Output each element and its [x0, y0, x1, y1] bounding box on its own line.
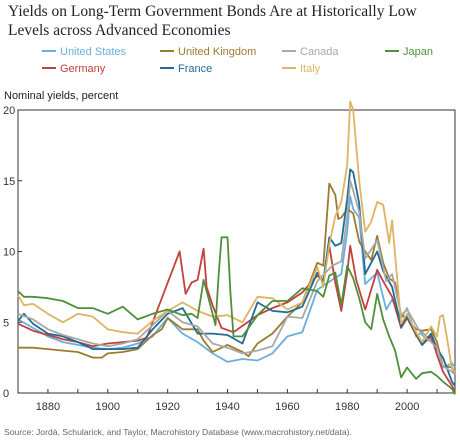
x-tick-label: 1940 — [215, 401, 239, 413]
legend-label: Canada — [300, 46, 339, 58]
series-line-italy — [17, 100, 456, 373]
x-tick-label: 1920 — [155, 401, 179, 413]
legend-swatch — [282, 50, 296, 53]
legend-label: Italy — [300, 63, 321, 75]
y-tick-label: 10 — [3, 247, 15, 259]
y-tick-label: 15 — [3, 176, 15, 188]
legend-item: Canada — [282, 46, 339, 58]
x-tick-label: 1880 — [36, 401, 60, 413]
legend-item: Germany — [42, 63, 105, 75]
y-axis-label: Nominal yields, percent — [4, 90, 119, 102]
legend-swatch — [282, 67, 296, 70]
series-line-united-states — [17, 195, 456, 369]
legend-label: Germany — [60, 63, 106, 75]
x-tick-label: 1900 — [96, 401, 120, 413]
legend-label: United Kingdom — [178, 46, 257, 58]
y-tick-label: 20 — [3, 105, 15, 117]
x-tick-label: 1960 — [275, 401, 299, 413]
legend-item: France — [160, 63, 212, 75]
legend-swatch — [42, 50, 56, 53]
y-tick-label: 0 — [3, 388, 9, 400]
x-tick-label: 1980 — [335, 401, 359, 413]
legend-item: United States — [42, 46, 126, 58]
legend-label: United States — [60, 46, 127, 58]
legend-swatch — [160, 67, 174, 70]
legend-swatch — [42, 67, 56, 70]
legend-item: United Kingdom — [160, 46, 256, 58]
series-line-france — [17, 168, 456, 387]
legend-label: France — [178, 63, 213, 75]
legend: United States Germany United Kingdom Fra… — [42, 46, 460, 80]
legend-item: Japan — [385, 46, 433, 58]
x-tick-label: 2000 — [395, 401, 419, 413]
series-line-japan — [17, 236, 456, 395]
legend-swatch — [385, 50, 399, 53]
y-tick-label: 5 — [3, 317, 9, 329]
legend-item: Italy — [282, 63, 320, 75]
legend-label: Japan — [403, 46, 433, 58]
chart-title: Yields on Long-Term Government Bonds Are… — [8, 3, 417, 39]
series-line-canada — [17, 179, 456, 376]
source-note: Source: Jordà, Schularick, and Taylor, M… — [4, 427, 352, 437]
legend-swatch — [160, 50, 174, 53]
